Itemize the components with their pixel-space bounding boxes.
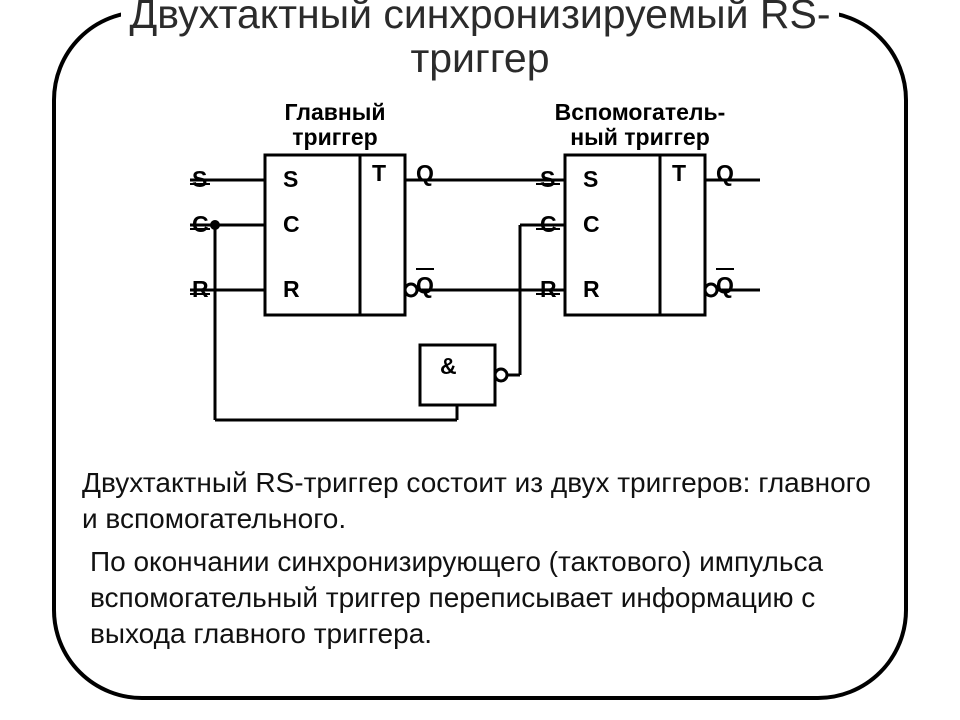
paragraph-2: По окончании синхронизирующего (тактовог… — [90, 544, 890, 651]
bubble-master-Qbar — [405, 284, 417, 296]
paragraph-1: Двухтактный RS-триггер состоит из двух т… — [82, 465, 882, 537]
stage: Двухтактный синхронизируемый RS- триггер… — [0, 0, 960, 720]
and-gate-box — [420, 345, 495, 405]
master-box — [265, 155, 405, 315]
slave-box — [565, 155, 705, 315]
bubble-slave-Qbar — [705, 284, 717, 296]
bubble-and-out — [495, 369, 507, 381]
